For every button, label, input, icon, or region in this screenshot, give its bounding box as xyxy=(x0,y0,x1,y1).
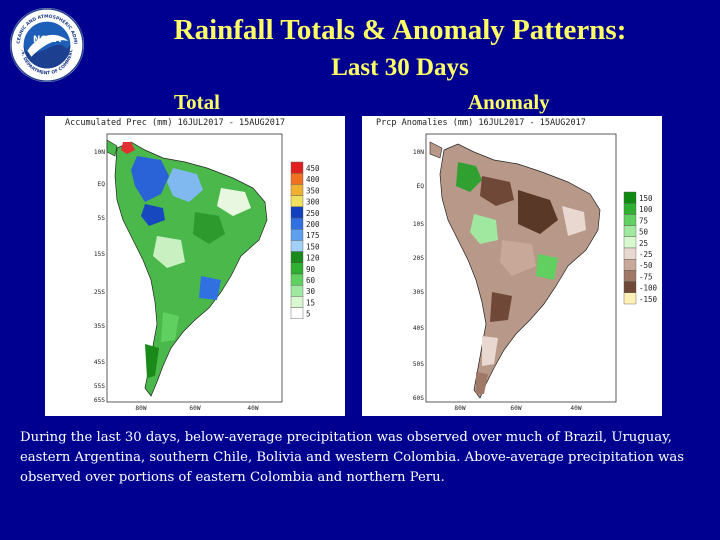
total-lon-label: 80W xyxy=(135,405,146,412)
total-legend-label: 350 xyxy=(306,186,320,195)
anomaly-legend-label: -25 xyxy=(639,250,653,259)
total-legend-label: 60 xyxy=(306,276,316,285)
total-lat-label: 15S xyxy=(94,251,105,258)
total-legend-swatch xyxy=(290,206,304,219)
total-legend-label: 30 xyxy=(306,287,316,296)
anomaly-legend-label: 75 xyxy=(639,216,648,225)
anomaly-map-title: Prcp Anomalies (mm) 16JUL2017 - 15AUG201… xyxy=(376,118,586,128)
anomaly-legend-swatch xyxy=(623,270,637,282)
total-legend-label: 300 xyxy=(306,198,320,207)
anomaly-lat-label: 60S xyxy=(413,395,424,402)
total-lat-label: 5S xyxy=(98,215,106,222)
anomaly-legend-swatch xyxy=(623,258,637,271)
anomaly-lon-label: 60W xyxy=(510,405,521,412)
total-legend-label: 400 xyxy=(306,175,320,184)
total-lon-label: 60W xyxy=(189,405,200,412)
anomaly-legend-swatch xyxy=(623,202,637,215)
anomaly-legend-swatch xyxy=(623,247,637,260)
total-legend-swatch xyxy=(290,240,304,252)
total-lat-label: 25S xyxy=(94,289,105,296)
total-precip-map: Accumulated Prec (mm) 16JUL2017 - 15AUG2… xyxy=(45,116,345,416)
total-legend-swatch xyxy=(290,284,304,297)
total-legend-swatch xyxy=(290,217,304,230)
total-lat-label: 35S xyxy=(94,323,105,330)
anomaly-legend-label: -150 xyxy=(639,295,658,304)
total-legend-label: 250 xyxy=(306,209,320,218)
total-legend-swatch xyxy=(290,296,304,308)
total-legend-label: 200 xyxy=(306,220,320,229)
caption-text: During the last 30 days, below-average p… xyxy=(20,430,685,485)
total-legend-swatch xyxy=(290,251,304,264)
anomaly-legend-swatch xyxy=(623,236,637,249)
anomaly-lat-label: 20S xyxy=(413,255,424,262)
total-lat-label: 45S xyxy=(94,359,105,366)
anomaly-lon-label: 80W xyxy=(454,405,465,412)
total-legend-swatch xyxy=(290,273,304,286)
anomaly-legend-label: 25 xyxy=(639,239,648,248)
total-panel-label: Total xyxy=(174,90,220,114)
total-lat-label: 10N xyxy=(94,149,105,156)
anomaly-lat-label: 50S xyxy=(413,361,424,368)
noaa-logo: NATIONAL OCEANIC AND ATMOSPHERIC ADMINIS… xyxy=(6,2,86,84)
total-legend-swatch xyxy=(290,262,304,275)
page-subtitle: Last 30 Days xyxy=(331,54,469,81)
anomaly-legend: 150 100 75 50 25 -25 -50 -75 -100 -150 xyxy=(623,191,658,305)
total-legend-label: 450 xyxy=(306,164,320,173)
total-lon-label: 40W xyxy=(247,405,258,412)
anomaly-lat-label: 10S xyxy=(413,221,424,228)
total-legend-swatch xyxy=(290,307,304,320)
total-legend-swatch xyxy=(290,228,304,241)
total-lat-label: 65S xyxy=(94,397,105,404)
anomaly-legend-label: -50 xyxy=(639,261,653,270)
total-legend-swatch xyxy=(290,184,304,196)
anomaly-lon-label: 40W xyxy=(570,405,581,412)
anomaly-panel-label: Anomaly xyxy=(468,90,550,114)
total-legend-swatch xyxy=(290,195,304,207)
anomaly-lat-label: 30S xyxy=(413,289,424,296)
total-legend-label: 90 xyxy=(306,265,316,274)
anomaly-lat-label: 10N xyxy=(413,149,424,156)
total-lat-label: EQ xyxy=(98,181,106,188)
page-title: Rainfall Totals & Anomaly Patterns: xyxy=(173,14,627,46)
anomaly-legend-label: 100 xyxy=(639,205,653,214)
anomaly-legend-swatch xyxy=(623,225,637,237)
anomaly-precip-map: Prcp Anomalies (mm) 16JUL2017 - 15AUG201… xyxy=(362,116,662,416)
total-legend-label: 5 xyxy=(306,310,311,319)
total-legend-swatch xyxy=(290,161,304,174)
total-lat-label: 55S xyxy=(94,383,105,390)
total-legend-label: 15 xyxy=(306,298,315,307)
anomaly-legend-swatch xyxy=(623,214,637,226)
total-legend: 450 400 350 300 250 200 175 150 120 90 60 30 15 5 xyxy=(290,161,320,320)
anomaly-legend-swatch xyxy=(623,281,637,294)
anomaly-legend-swatch xyxy=(623,292,637,305)
anomaly-legend-label: 150 xyxy=(639,194,653,203)
logo-wordmark: NOAA xyxy=(33,35,61,45)
total-legend-label: 150 xyxy=(306,242,320,251)
anomaly-lat-label: 40S xyxy=(413,325,424,332)
total-map-title: Accumulated Prec (mm) 16JUL2017 - 15AUG2… xyxy=(65,118,285,128)
total-legend-swatch xyxy=(290,173,304,185)
total-legend-label: 120 xyxy=(306,254,320,263)
anomaly-legend-swatch xyxy=(623,191,637,204)
anomaly-legend-label: 50 xyxy=(639,228,649,237)
anomaly-legend-label: -100 xyxy=(639,284,658,293)
anomaly-lat-label: EQ xyxy=(417,183,425,190)
anomaly-legend-label: -75 xyxy=(639,272,653,281)
total-legend-label: 175 xyxy=(306,231,320,240)
